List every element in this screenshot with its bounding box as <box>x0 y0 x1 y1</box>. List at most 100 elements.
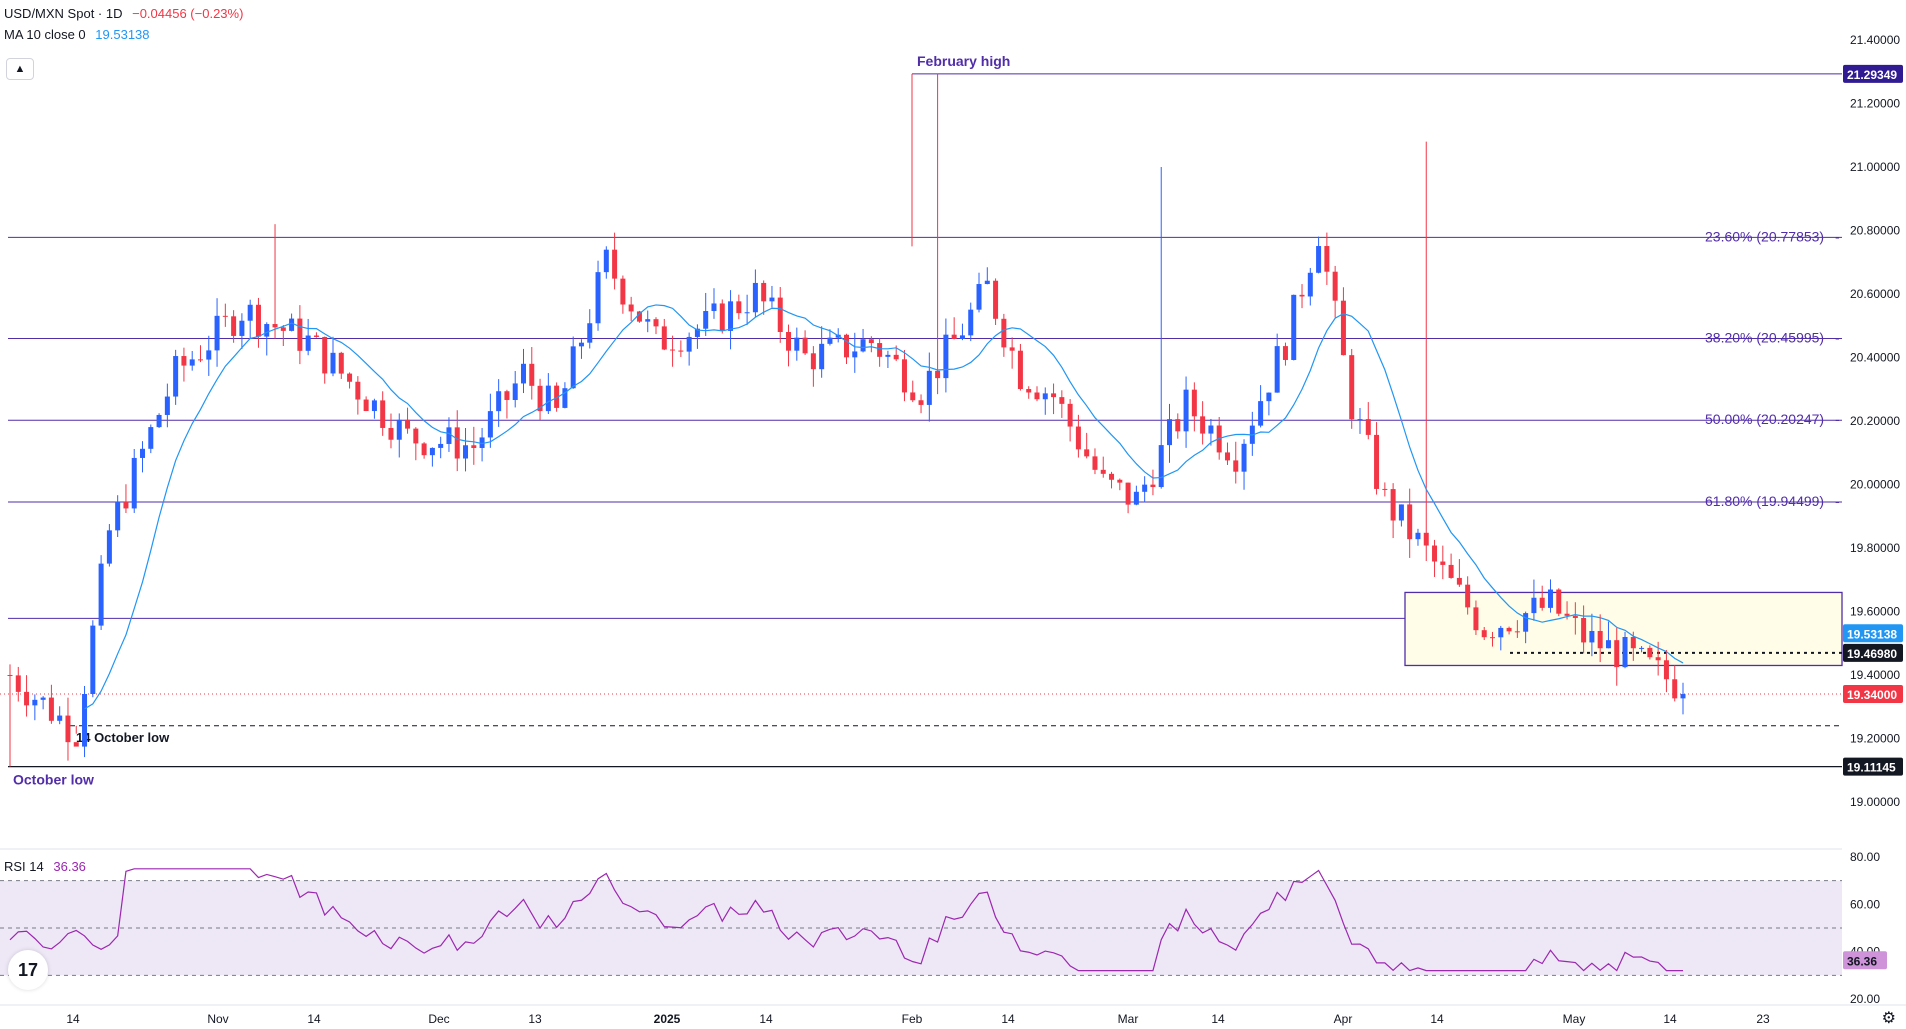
candle-body <box>32 699 38 706</box>
price-label-bg <box>1843 624 1903 643</box>
candle <box>446 417 452 452</box>
candle-body <box>678 350 684 352</box>
candle-body <box>487 411 493 438</box>
candle-body <box>388 427 394 440</box>
price-axis-tick: 19.60000 <box>1850 605 1900 619</box>
rsi-last-text: 36.36 <box>1847 954 1877 968</box>
candle-body <box>545 385 551 412</box>
candle-body <box>1647 647 1653 658</box>
candle-body <box>935 370 941 379</box>
candle <box>587 309 593 349</box>
candle-body <box>769 297 775 302</box>
candle-body <box>1572 615 1578 618</box>
candle <box>115 495 121 538</box>
candle <box>761 280 767 315</box>
candle-body <box>943 334 949 379</box>
candle-body <box>1498 627 1504 638</box>
candle-body <box>1423 532 1429 546</box>
candle <box>206 335 212 376</box>
candle-body <box>661 326 667 350</box>
february-high-label: February high <box>917 53 1010 69</box>
candle <box>1133 485 1139 506</box>
candle <box>264 322 270 356</box>
collapse-legend-button[interactable]: ▲ <box>6 58 34 80</box>
candle-body <box>686 336 692 352</box>
candle-body <box>1100 469 1106 474</box>
candle-body <box>65 715 71 743</box>
candle-body <box>628 304 634 312</box>
ma-value: 19.53138 <box>95 27 150 42</box>
tradingview-logo-icon[interactable]: 17 <box>8 950 48 990</box>
candle-body <box>1365 419 1371 435</box>
candle <box>148 424 154 454</box>
candle <box>1481 626 1487 641</box>
candle <box>1191 382 1197 432</box>
ma-legend: MA 10 close 0 19.53138 <box>4 27 156 42</box>
price-label-text: 19.11145 <box>1847 761 1896 775</box>
fib-dash: - <box>1835 493 1840 509</box>
candle-body <box>1481 630 1487 638</box>
candle-body <box>1448 564 1454 578</box>
candle <box>82 685 88 758</box>
candle <box>65 697 71 761</box>
ma-label[interactable]: MA 10 close 0 <box>4 27 86 42</box>
candle-body <box>164 396 170 415</box>
candle-body <box>57 715 63 721</box>
candle-body <box>1200 416 1206 434</box>
candle <box>959 323 965 341</box>
candle <box>1307 267 1313 306</box>
candle-body <box>255 304 261 337</box>
candle-body <box>330 352 336 374</box>
candle-body <box>1639 647 1645 649</box>
rsi-label[interactable]: RSI 14 <box>4 859 44 874</box>
candle-body <box>794 337 800 351</box>
candle <box>429 447 435 467</box>
candle <box>1398 504 1404 527</box>
candle <box>935 73 941 395</box>
candle <box>322 336 328 384</box>
candle <box>1465 576 1471 615</box>
candle-body <box>645 319 651 322</box>
gear-icon[interactable]: ⚙ <box>1881 1010 1896 1027</box>
candle <box>24 675 30 717</box>
candle-body <box>827 337 833 344</box>
candle-body <box>338 352 344 374</box>
price-label-bg <box>1843 64 1903 83</box>
candle <box>719 299 725 334</box>
rsi-line <box>9 868 1683 972</box>
candle-body <box>984 280 990 285</box>
candle-body <box>1581 617 1587 643</box>
candle <box>943 318 949 393</box>
candle-body <box>1009 347 1015 351</box>
candle <box>48 684 54 724</box>
candle-body <box>578 342 584 347</box>
candle <box>877 338 883 367</box>
candle <box>520 348 526 394</box>
price-axis-tick: 21.00000 <box>1850 160 1900 174</box>
candle-body <box>1324 246 1330 272</box>
candle-body <box>1382 488 1388 490</box>
candle-body <box>529 363 535 386</box>
candle <box>1100 456 1106 478</box>
candle-body <box>1316 246 1322 273</box>
price-label-badge: 21.29349 <box>1843 64 1903 83</box>
candle <box>289 313 295 332</box>
candle-body <box>264 324 270 337</box>
candle <box>1067 399 1073 442</box>
candle-body <box>297 318 303 351</box>
time-axis-tick: Nov <box>207 1012 228 1026</box>
candle-body <box>1490 637 1496 639</box>
candle-body <box>1175 419 1181 432</box>
candle <box>164 383 170 428</box>
candle-body <box>206 350 212 360</box>
candle <box>214 298 220 367</box>
time-axis-tick: Mar <box>1118 1012 1139 1026</box>
candle <box>189 351 195 371</box>
candle <box>910 380 916 403</box>
candle-body <box>1258 401 1264 426</box>
candle <box>868 336 874 353</box>
symbol-title[interactable]: USD/MXN Spot · 1D <box>4 6 123 21</box>
candle <box>330 336 336 377</box>
candle-body <box>140 448 146 458</box>
